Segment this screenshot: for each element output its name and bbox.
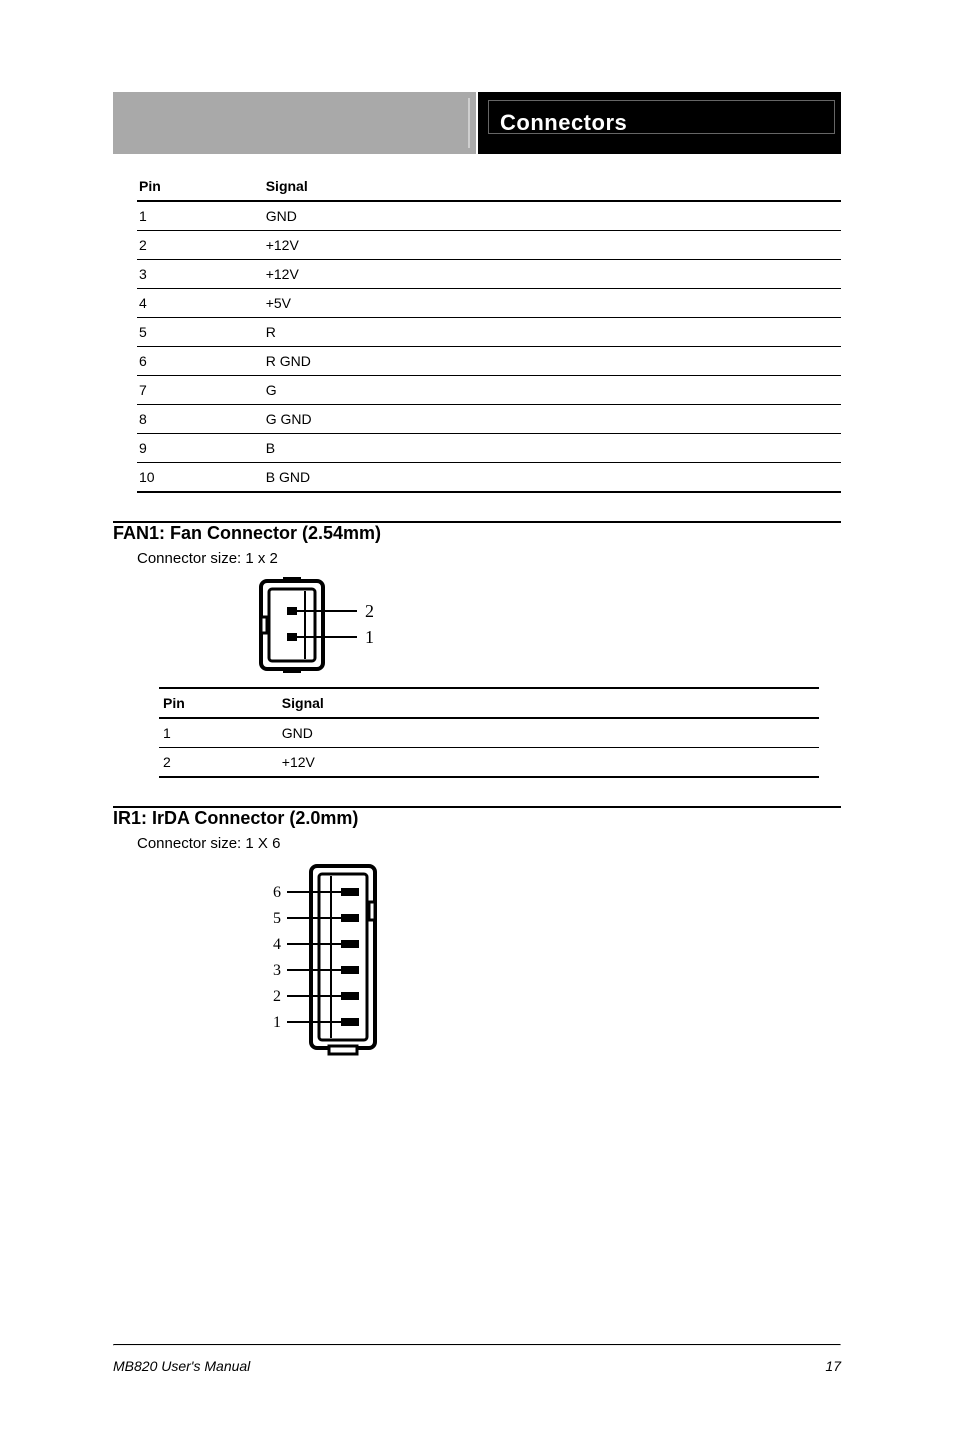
ir1-subtitle: Connector size: 1 X 6 <box>137 835 841 852</box>
fan1-title: FAN1: Fan Connector (2.54mm) <box>113 523 841 544</box>
cell-signal: GND <box>264 201 841 231</box>
cell-signal: G GND <box>264 405 841 434</box>
fan1-body: Connector size: 1 x 2 <box>113 550 841 778</box>
fan1-subtitle: Connector size: 1 x 2 <box>137 550 841 567</box>
fan1-pin-table: Pin Signal 1GND2+12V <box>159 687 819 778</box>
svg-text:3: 3 <box>273 962 281 979</box>
page-footer: MB820 User's Manual 17 <box>113 1358 841 1374</box>
banner-frame <box>488 100 835 134</box>
banner-left <box>113 92 478 154</box>
table-row: 2+12V <box>159 748 819 778</box>
cell-signal: R <box>264 318 841 347</box>
cell-pin: 2 <box>159 748 278 778</box>
footer-left: MB820 User's Manual <box>113 1358 250 1374</box>
table-row: 2+12V <box>137 231 841 260</box>
cell-signal: B <box>264 434 841 463</box>
fan1-pin2-label: 2 <box>365 601 374 621</box>
cell-pin: 10 <box>137 463 264 493</box>
ir1-diagram: 6 5 4 3 2 <box>267 862 417 1062</box>
cell-signal: R GND <box>264 347 841 376</box>
cell-signal: +12V <box>264 260 841 289</box>
table-row: 6R GND <box>137 347 841 376</box>
fan1-diagram-wrap: 2 1 <box>257 577 841 673</box>
fan1-pin1-label: 1 <box>365 627 374 647</box>
banner-right: Connectors <box>478 92 841 154</box>
top-pin-tbody: 1GND2+12V3+12V4+5V5R6R GND7G8G GND9B10B … <box>137 201 841 492</box>
cell-pin: 6 <box>137 347 264 376</box>
cell-pin: 5 <box>137 318 264 347</box>
fan1-section: FAN1: Fan Connector (2.54mm) Connector s… <box>113 521 841 778</box>
cell-pin: 1 <box>159 718 278 748</box>
table-row: 4+5V <box>137 289 841 318</box>
fan1-col-pin: Pin <box>159 688 278 718</box>
chapter-banner: Connectors <box>113 92 841 154</box>
ir1-body: Connector size: 1 X 6 6 <box>113 835 841 1062</box>
cell-signal: GND <box>278 718 819 748</box>
fan1-col-signal: Signal <box>278 688 819 718</box>
footer-page-number: 17 <box>825 1358 841 1374</box>
table-row: 1GND <box>137 201 841 231</box>
table-row: 3+12V <box>137 260 841 289</box>
cell-signal: +5V <box>264 289 841 318</box>
ir1-section: IR1: IrDA Connector (2.0mm) Connector si… <box>113 806 841 1062</box>
svg-text:2: 2 <box>273 988 281 1005</box>
table-row: 7G <box>137 376 841 405</box>
cell-pin: 3 <box>137 260 264 289</box>
cell-pin: 2 <box>137 231 264 260</box>
cell-signal: +12V <box>278 748 819 778</box>
svg-text:1: 1 <box>273 1014 281 1031</box>
footer-rule <box>113 1344 841 1346</box>
ir1-diagram-wrap: 6 5 4 3 2 <box>267 862 841 1062</box>
svg-text:6: 6 <box>273 884 281 901</box>
table-row: 5R <box>137 318 841 347</box>
svg-text:4: 4 <box>273 936 281 953</box>
svg-text:5: 5 <box>273 910 281 927</box>
table-row: 10B GND <box>137 463 841 493</box>
cell-pin: 7 <box>137 376 264 405</box>
col-signal: Signal <box>264 172 841 201</box>
fan1-pin-tbody: 1GND2+12V <box>159 718 819 777</box>
table-row: 9B <box>137 434 841 463</box>
cell-signal: B GND <box>264 463 841 493</box>
top-pin-table: Pin Signal 1GND2+12V3+12V4+5V5R6R GND7G8… <box>137 172 841 493</box>
cell-pin: 4 <box>137 289 264 318</box>
fan1-diagram: 2 1 <box>257 577 417 673</box>
cell-signal: G <box>264 376 841 405</box>
cell-pin: 8 <box>137 405 264 434</box>
page: Connectors Pin Signal 1GND2+12V3+12V4+5V… <box>0 0 954 1434</box>
col-pin: Pin <box>137 172 264 201</box>
ir1-title: IR1: IrDA Connector (2.0mm) <box>113 808 841 829</box>
table-row: 8G GND <box>137 405 841 434</box>
cell-pin: 1 <box>137 201 264 231</box>
cell-pin: 9 <box>137 434 264 463</box>
table-row: 1GND <box>159 718 819 748</box>
top-table-wrap: Pin Signal 1GND2+12V3+12V4+5V5R6R GND7G8… <box>113 172 841 493</box>
cell-signal: +12V <box>264 231 841 260</box>
